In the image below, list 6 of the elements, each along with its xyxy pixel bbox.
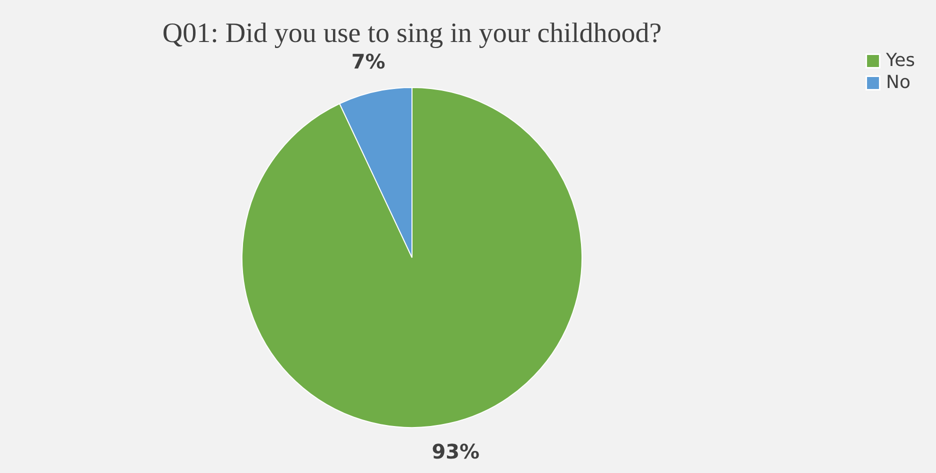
legend-label: Yes xyxy=(885,50,916,71)
data-label: 7% xyxy=(351,49,386,74)
data-label: 93% xyxy=(432,440,480,464)
chart-title: Q01: Did you use to sing in your childhood? xyxy=(162,18,662,49)
legend-label: No xyxy=(886,72,910,93)
pie-slice xyxy=(242,87,582,428)
